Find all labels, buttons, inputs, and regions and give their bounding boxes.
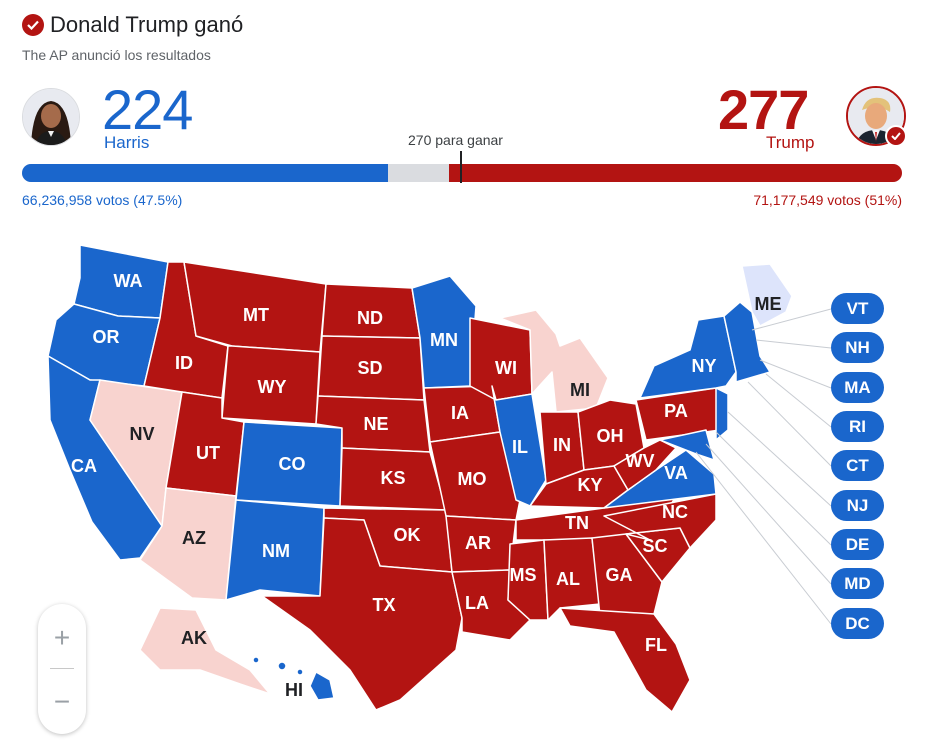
result-headline: Donald Trump ganó [22, 12, 243, 38]
harris-bar-fill [22, 164, 388, 182]
state-pill-VT[interactable]: VT [831, 293, 884, 324]
label-IA: IA [451, 403, 469, 423]
zoom-in-button[interactable]: + [53, 622, 71, 653]
label-MN: MN [430, 330, 458, 350]
label-KY: KY [577, 475, 602, 495]
state-NC[interactable] [603, 493, 717, 549]
label-SC: SC [642, 536, 667, 556]
state-MI[interactable] [499, 309, 609, 413]
harris-avatar[interactable] [22, 88, 80, 146]
label-UT: UT [196, 443, 220, 463]
label-NM: NM [262, 541, 290, 561]
zoom-divider [50, 668, 74, 669]
label-MI: MI [570, 380, 590, 400]
harris-electoral-votes: 224 [102, 78, 193, 141]
label-ND: ND [357, 308, 383, 328]
label-AK: AK [181, 628, 207, 648]
trump-avatar[interactable] [846, 86, 907, 147]
state-NE-states[interactable] [723, 301, 771, 383]
state-pill-DE[interactable]: DE [831, 529, 884, 560]
small-state-leaders [695, 308, 832, 625]
state-WY[interactable] [221, 345, 321, 425]
label-MT: MT [243, 305, 269, 325]
label-WY: WY [258, 377, 287, 397]
state-pill-MA[interactable]: MA [831, 372, 884, 403]
page-subtitle: The AP anunció los resultados [22, 47, 211, 63]
label-SD: SD [357, 358, 382, 378]
label-PA: PA [664, 401, 688, 421]
label-WA: WA [114, 271, 143, 291]
state-NJ[interactable] [715, 387, 729, 441]
state-MD[interactable] [659, 429, 715, 461]
electoral-progress-bar [22, 164, 902, 182]
state-pill-DC[interactable]: DC [831, 608, 884, 639]
label-LA: LA [465, 593, 489, 613]
page-title: Donald Trump ganó [50, 12, 244, 37]
state-pill-MD[interactable]: MD [831, 568, 884, 599]
state-AK[interactable] [139, 607, 271, 695]
state-NY[interactable] [639, 315, 737, 399]
state-WV[interactable] [613, 439, 677, 491]
trump-name: Trump [766, 133, 815, 152]
state-HI[interactable] [309, 671, 335, 701]
label-HI: HI [285, 680, 303, 700]
state-MS[interactable] [507, 539, 549, 621]
state-TX[interactable] [261, 517, 463, 711]
label-MO: MO [458, 469, 487, 489]
label-VA: VA [664, 463, 688, 483]
state-GA[interactable] [591, 533, 663, 617]
label-TN: TN [565, 513, 589, 533]
label-ME: ME [755, 294, 782, 314]
zoom-control: + − [38, 604, 86, 734]
trump-bar-fill [449, 164, 902, 182]
label-AZ: AZ [182, 528, 206, 548]
threshold-label: 270 para ganar [408, 132, 503, 148]
label-CA: CA [71, 456, 97, 476]
state-pill-CT[interactable]: CT [831, 450, 884, 481]
state-ME[interactable] [741, 263, 793, 327]
trump-popular-vote: 71,177,549 votos (51%) [753, 192, 902, 208]
label-CO: CO [279, 454, 306, 474]
state-CA[interactable] [47, 355, 163, 561]
zoom-out-button[interactable]: − [53, 686, 71, 717]
label-NY: NY [691, 356, 716, 376]
label-AL: AL [556, 569, 580, 589]
harris-popular-vote: 66,236,958 votos (47.5%) [22, 192, 183, 208]
threshold-tick [460, 151, 462, 183]
state-pill-RI[interactable]: RI [831, 411, 884, 442]
label-GA: GA [606, 565, 633, 585]
state-MO[interactable] [429, 431, 521, 521]
winner-check-icon [885, 125, 907, 147]
label-NE: NE [363, 414, 388, 434]
harris-name: Harris [104, 133, 150, 152]
label-TX: TX [372, 595, 395, 615]
state-AL[interactable] [543, 537, 601, 621]
label-FL: FL [645, 635, 667, 655]
state-FL[interactable] [559, 607, 691, 713]
label-IN: IN [553, 435, 571, 455]
label-ID: ID [175, 353, 193, 373]
label-MS: MS [510, 565, 537, 585]
trump-portrait-icon [848, 88, 904, 144]
harris-portrait-icon [23, 89, 79, 145]
state-IL[interactable] [491, 385, 547, 507]
label-WV: WV [626, 451, 655, 471]
state-pill-NJ[interactable]: NJ [831, 490, 884, 521]
label-OK: OK [394, 525, 421, 545]
label-IL: IL [512, 437, 528, 457]
label-WI: WI [495, 358, 517, 378]
label-AR: AR [465, 533, 491, 553]
label-NV: NV [129, 424, 154, 444]
check-circle-icon [22, 14, 44, 36]
label-NC: NC [662, 502, 688, 522]
state-NM[interactable] [225, 499, 325, 601]
label-OH: OH [597, 426, 624, 446]
label-KS: KS [380, 468, 405, 488]
label-OR: OR [93, 327, 120, 347]
trump-electoral-votes: 277 [718, 78, 809, 141]
state-pill-NH[interactable]: NH [831, 332, 884, 363]
